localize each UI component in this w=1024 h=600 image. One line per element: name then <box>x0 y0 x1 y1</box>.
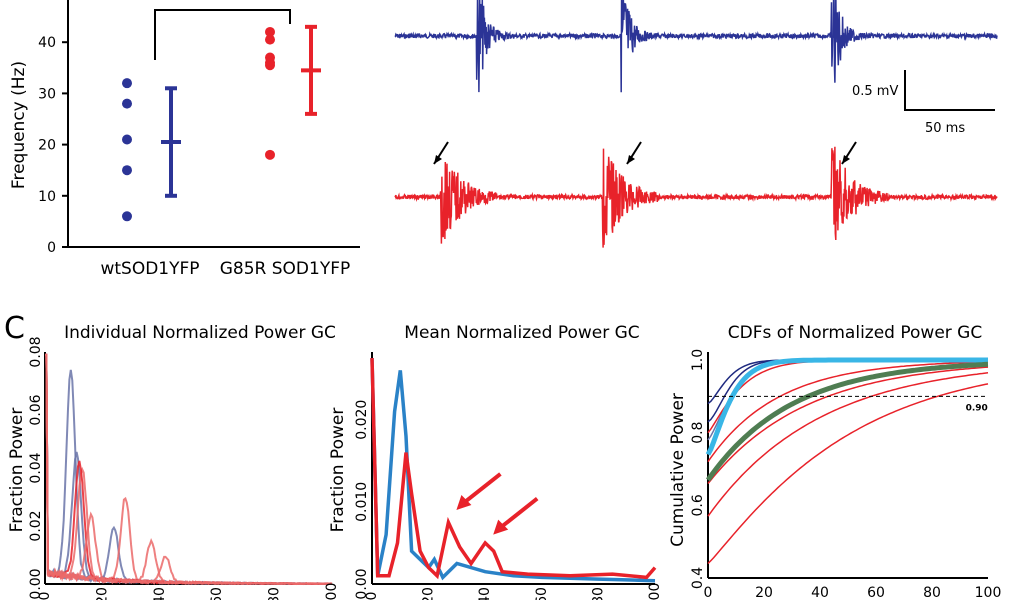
freq-y-label: Frequency (Hz) <box>9 61 29 189</box>
cdf-ytick-label: 0.4 <box>690 567 706 589</box>
cdf-ytick-label: 1.0 <box>690 349 706 371</box>
cdf-curve <box>707 361 988 463</box>
mean-spectrum <box>370 358 657 580</box>
wt-trace <box>394 0 998 93</box>
cdf-y-label: Cumulative Power <box>668 393 688 547</box>
mean-y-label: Fraction Power <box>328 408 348 533</box>
ind-xtick-label: 0 <box>37 592 53 600</box>
mean-arrowhead <box>456 494 472 510</box>
freq-point <box>122 211 132 222</box>
trace-arrowhead <box>627 155 635 164</box>
mean-title: Mean Normalized Power GC <box>404 323 639 343</box>
freq-category-wt: wtSOD1YFP <box>100 259 199 279</box>
mean-xtick-label: 80 <box>590 587 606 600</box>
cdf-chart: CDFs of Normalized Power GC Cumulative P… <box>668 323 1001 600</box>
mean-xtick-label: 0 <box>364 592 380 600</box>
cdf-xtick-label: 0 <box>704 585 713 600</box>
mean-ytick-label: 0.020 <box>354 400 370 440</box>
cdf-ytick-label: 0.8 <box>690 422 706 444</box>
freq-point <box>265 60 275 71</box>
g85r-trace <box>394 146 998 248</box>
freq-point <box>122 134 132 145</box>
freq-point <box>265 34 275 45</box>
freq-point <box>265 149 275 160</box>
mean-ytick-label: 0.010 <box>354 482 370 522</box>
freq-point <box>122 98 132 109</box>
freq-point <box>122 78 132 89</box>
ind-y-label: Fraction Power <box>7 408 27 533</box>
mean-arrowhead <box>493 519 509 535</box>
ind-xtick-label: 80 <box>267 587 283 600</box>
individual-spectrum <box>45 353 333 586</box>
mean-xtick-label: 60 <box>534 587 550 600</box>
mean-ytick-label: 0.00 <box>354 568 370 599</box>
trace-panel: 0.5 mV 50 ms <box>394 0 998 248</box>
individual-spectrum <box>45 353 333 586</box>
individual-spectrum <box>45 353 332 586</box>
cdf-xtick-label: 100 <box>975 585 1002 600</box>
ind-xtick-label: 100 <box>324 583 340 600</box>
individual-spectrum <box>45 353 333 586</box>
freq-ytick-label: 40 <box>38 35 56 51</box>
ind-xtick-label: 40 <box>152 587 168 600</box>
freq-point <box>265 26 275 37</box>
ind-ytick-label: 0.08 <box>28 336 44 367</box>
mean-power-chart: Mean Normalized Power GC Fraction Power … <box>328 323 663 600</box>
freq-ytick-label: 0 <box>47 240 56 256</box>
cdf-xtick-label: 20 <box>755 585 773 600</box>
individual-spectrum <box>45 353 333 586</box>
freq-point <box>122 165 132 176</box>
freq-ytick-label: 20 <box>38 138 56 154</box>
cdf-curve <box>705 357 988 456</box>
ind-ytick-label: 0.06 <box>28 394 44 425</box>
trace-arrowhead <box>842 155 850 164</box>
trace-arrowhead <box>434 155 442 164</box>
freq-category-g85r: G85R SOD1YFP <box>220 259 351 279</box>
individual-spectrum <box>45 353 333 586</box>
individual-spectrum <box>45 353 332 586</box>
cdf-ytick-label: 0.6 <box>690 494 706 516</box>
cdf-xtick-label: 40 <box>811 585 829 600</box>
ind-xtick-label: 20 <box>94 587 110 600</box>
cdf-xtick-label: 60 <box>867 585 885 600</box>
cdf-title: CDFs of Normalized Power GC <box>728 323 982 343</box>
mean-xtick-label: 20 <box>421 587 437 600</box>
mean-arrow <box>461 472 502 506</box>
ind-ytick-label: 0.02 <box>28 510 44 541</box>
cdf-xtick-label: 80 <box>923 585 941 600</box>
freq-ytick-label: 30 <box>38 86 56 102</box>
individual-spectrum <box>45 353 333 586</box>
mean-xtick-label: 40 <box>477 587 493 600</box>
cdf-curve <box>705 361 989 482</box>
mean-xtick-label: 100 <box>647 583 663 600</box>
scalebar-time: 50 ms <box>925 121 965 136</box>
mean-arrow <box>497 497 539 531</box>
freq-ytick-label: 10 <box>38 189 56 205</box>
cdf-threshold-label: 0.90 <box>966 403 988 413</box>
cdf-curve <box>707 383 989 565</box>
ind-ytick-label: 0.04 <box>28 452 44 483</box>
panel-c-letter: C <box>4 311 25 346</box>
cdf-curve <box>707 366 989 484</box>
significance-bracket <box>154 9 291 60</box>
ind-ytick-label: 0.00 <box>28 568 44 599</box>
scale-bar <box>904 70 995 111</box>
cdf-curve <box>707 372 989 517</box>
ind-xtick-label: 60 <box>209 587 225 600</box>
individual-power-chart: Individual Normalized Power GC Fraction … <box>7 323 340 600</box>
individual-title: Individual Normalized Power GC <box>64 323 336 343</box>
scalebar-voltage: 0.5 mV <box>852 84 898 99</box>
frequency-chart: 0 10 20 30 40 Frequency (Hz) wtSOD1YFP G85R … <box>9 0 360 279</box>
mean-spectrum <box>370 358 656 583</box>
individual-spectrum <box>45 353 333 585</box>
